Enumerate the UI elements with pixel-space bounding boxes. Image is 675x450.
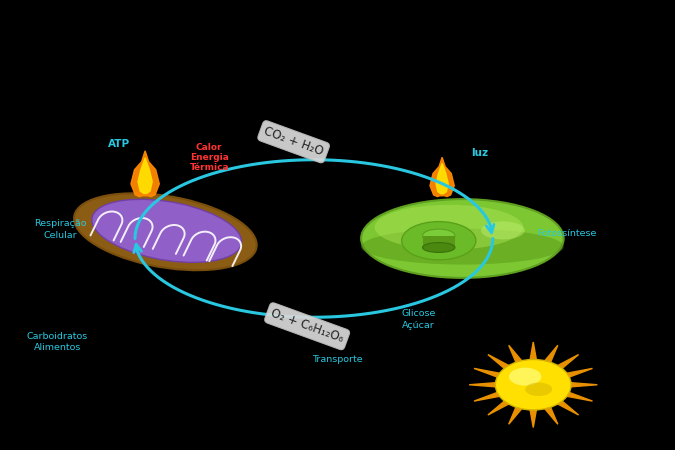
Ellipse shape bbox=[92, 199, 242, 262]
Circle shape bbox=[495, 360, 571, 410]
Ellipse shape bbox=[361, 229, 564, 265]
Text: CO₂ + H₂O: CO₂ + H₂O bbox=[262, 125, 325, 158]
Text: luz: luz bbox=[470, 148, 488, 158]
Ellipse shape bbox=[525, 382, 552, 396]
Text: Fotossíntese: Fotossíntese bbox=[537, 230, 597, 238]
Text: Calor
Energia
Térmica: Calor Energia Térmica bbox=[190, 143, 229, 172]
Polygon shape bbox=[138, 158, 153, 194]
Polygon shape bbox=[469, 342, 597, 428]
Text: O₂ + C₆H₁₂O₆: O₂ + C₆H₁₂O₆ bbox=[269, 307, 346, 346]
Ellipse shape bbox=[375, 205, 523, 250]
Polygon shape bbox=[436, 163, 448, 194]
Ellipse shape bbox=[423, 229, 455, 243]
Text: Carboidratos
Alimentos: Carboidratos Alimentos bbox=[27, 332, 88, 352]
Ellipse shape bbox=[74, 194, 256, 270]
Text: Respiração
Celular: Respiração Celular bbox=[34, 220, 87, 239]
Polygon shape bbox=[131, 151, 159, 197]
Polygon shape bbox=[430, 158, 454, 197]
Ellipse shape bbox=[361, 199, 564, 278]
Ellipse shape bbox=[509, 368, 541, 386]
Text: ATP: ATP bbox=[109, 139, 130, 149]
Text: Transporte: Transporte bbox=[312, 356, 363, 364]
FancyBboxPatch shape bbox=[423, 236, 455, 248]
Ellipse shape bbox=[402, 222, 476, 260]
Ellipse shape bbox=[481, 221, 525, 239]
Text: Glicose
Açúcar: Glicose Açúcar bbox=[402, 310, 435, 329]
Ellipse shape bbox=[423, 243, 455, 252]
